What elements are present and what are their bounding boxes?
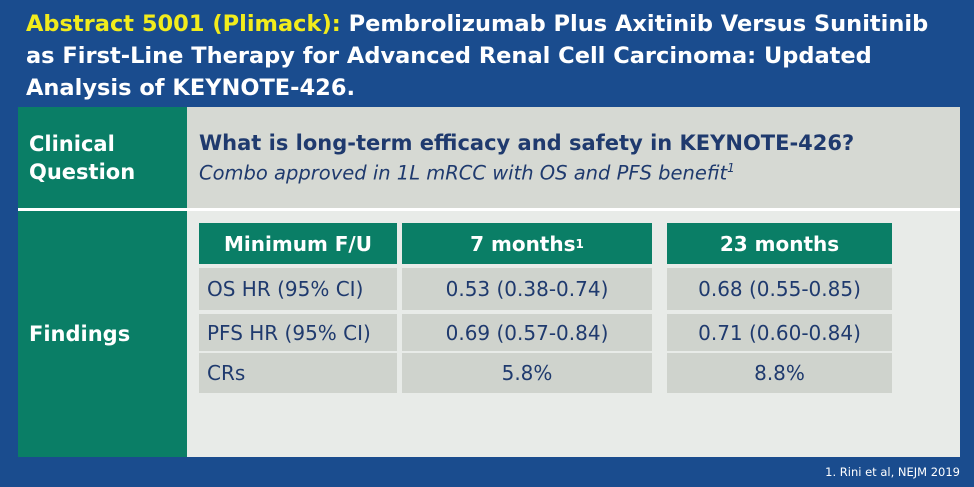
table-cell-os-23m: 0.68 (0.55-0.85) — [667, 268, 892, 310]
title-text: Pembrolizumab Plus Axitinib Versus Sunit… — [26, 11, 929, 101]
table-cell-pfs-7m: 0.69 (0.57-0.84) — [402, 314, 652, 351]
table-header-min-fu: Minimum F/U — [199, 223, 397, 264]
content-panel: Clinical Question What is long-term effi… — [18, 107, 960, 457]
table-row-label-os: OS HR (95% CI) — [199, 268, 397, 310]
table-row-label-pfs: PFS HR (95% CI) — [199, 314, 397, 351]
findings-label: Findings — [18, 211, 187, 457]
table-cell-crs-7m: 5.8% — [402, 353, 652, 393]
context-reference: 1 — [727, 161, 735, 175]
section-divider — [18, 208, 960, 211]
table-cell-crs-23m: 8.8% — [667, 353, 892, 393]
question-context: Combo approved in 1L mRCC with OS and PF… — [199, 161, 735, 185]
footnote: 1. Rini et al, NEJM 2019 — [825, 465, 960, 479]
question-background — [187, 107, 960, 208]
header-reference: 1 — [575, 236, 584, 251]
table-row-label-crs: CRs — [199, 353, 397, 393]
table-header-23-months: 23 months — [667, 223, 892, 264]
table-header-7-months: 7 months 1 — [402, 223, 652, 264]
slide-title: Abstract 5001 (Plimack): Pembrolizumab P… — [26, 8, 956, 104]
clinical-question-label: Clinical Question — [18, 107, 187, 208]
question-text: What is long-term efficacy and safety in… — [199, 131, 855, 155]
table-cell-pfs-23m: 0.71 (0.60-0.84) — [667, 314, 892, 351]
table-cell-os-7m: 0.53 (0.38-0.74) — [402, 268, 652, 310]
abstract-label: Abstract 5001 (Plimack): — [26, 11, 341, 37]
